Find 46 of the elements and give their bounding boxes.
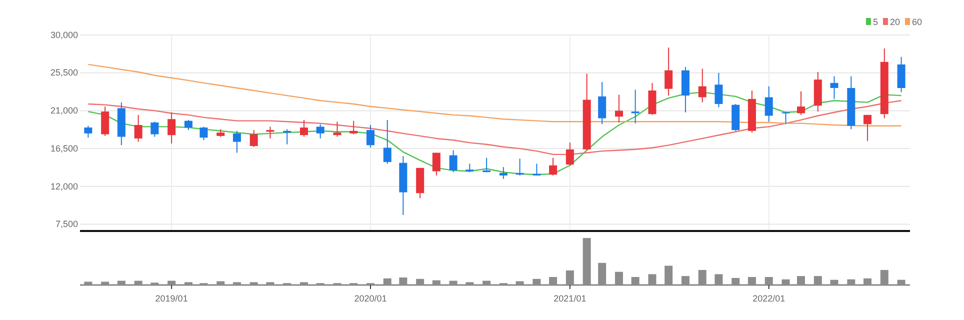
y-tick-label: 21,000: [50, 106, 78, 116]
candlestick: [101, 106, 110, 136]
candlestick: [333, 121, 342, 138]
candlestick: [84, 125, 92, 138]
legend-label: 20: [890, 17, 900, 27]
candlestick: [614, 94, 623, 123]
y-tick-label: 30,000: [50, 30, 78, 40]
candlestick: [664, 47, 673, 96]
candlestick: [232, 130, 241, 154]
candlestick: [134, 114, 142, 142]
candlestick: [383, 119, 392, 164]
candlestick: [830, 76, 838, 100]
candlestick: [150, 121, 159, 138]
candlestick: [764, 86, 773, 122]
y-tick-label: 12,000: [50, 181, 78, 192]
y-tick-label: 16,500: [50, 143, 78, 154]
candlestick: [366, 124, 374, 148]
candlestick: [300, 119, 308, 138]
candlestick: [897, 56, 906, 93]
legend-label: 5: [872, 17, 878, 27]
candlestick: [714, 72, 723, 108]
candlestick: [648, 82, 656, 116]
x-tick-label: 2019/01: [155, 293, 188, 304]
x-tick-label: 2021/01: [554, 293, 586, 304]
candlestick: [449, 150, 458, 173]
x-tick-label: 2020/01: [354, 293, 387, 304]
candlestick: [598, 82, 606, 125]
candlestick: [797, 90, 806, 116]
candlestick: [698, 68, 706, 103]
candlestick: [184, 119, 192, 131]
line-series: [88, 64, 902, 126]
candlestick: [432, 152, 440, 176]
candlestick: [863, 114, 872, 142]
candlestick: [316, 124, 324, 139]
candlestick: [350, 120, 358, 135]
x-tick-label: 2022/01: [752, 293, 786, 304]
candlestick: [200, 126, 208, 141]
legend-label: 60: [912, 17, 922, 27]
candlestick: [549, 157, 558, 176]
candlestick: [250, 130, 258, 148]
candlestick: [782, 111, 790, 125]
y-tick-label: 25,500: [50, 68, 78, 78]
y-tick-label: 7,500: [55, 219, 78, 230]
candlestick: [168, 112, 176, 144]
candlestick: [566, 142, 574, 166]
candlestick: [499, 166, 508, 180]
